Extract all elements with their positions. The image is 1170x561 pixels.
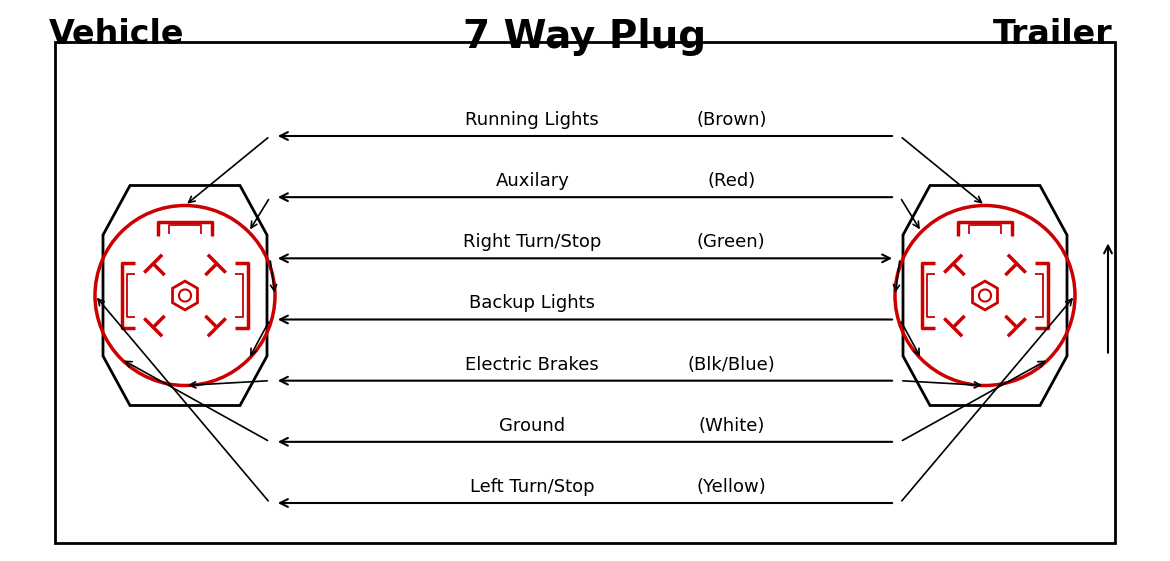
Text: Left Turn/Stop: Left Turn/Stop bbox=[470, 478, 594, 496]
Text: Electric Brakes: Electric Brakes bbox=[466, 356, 599, 374]
Text: Ground: Ground bbox=[500, 417, 565, 435]
Text: (Red): (Red) bbox=[707, 172, 756, 190]
Bar bbox=[55, 42, 1115, 543]
Text: (Blk/Blue): (Blk/Blue) bbox=[688, 356, 776, 374]
Text: (Yellow): (Yellow) bbox=[696, 478, 766, 496]
Text: (Green): (Green) bbox=[697, 233, 765, 251]
Text: (Brown): (Brown) bbox=[696, 111, 766, 129]
Text: Trailer: Trailer bbox=[993, 18, 1113, 51]
Text: (White): (White) bbox=[698, 417, 764, 435]
Text: Vehicle: Vehicle bbox=[49, 18, 185, 51]
Text: Running Lights: Running Lights bbox=[466, 111, 599, 129]
Text: 7 Way Plug: 7 Way Plug bbox=[463, 18, 707, 56]
Text: Auxilary: Auxilary bbox=[495, 172, 570, 190]
Text: Right Turn/Stop: Right Turn/Stop bbox=[463, 233, 601, 251]
Text: Backup Lights: Backup Lights bbox=[469, 295, 596, 312]
